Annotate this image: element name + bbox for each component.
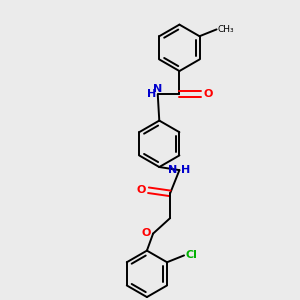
Text: N: N	[168, 164, 178, 175]
Text: O: O	[142, 228, 151, 238]
Text: O: O	[137, 185, 146, 195]
Text: H: H	[181, 164, 190, 175]
Text: O: O	[203, 89, 213, 99]
Text: H: H	[147, 89, 156, 99]
Text: Cl: Cl	[185, 250, 197, 260]
Text: CH₃: CH₃	[218, 25, 234, 34]
Text: N: N	[153, 84, 162, 94]
